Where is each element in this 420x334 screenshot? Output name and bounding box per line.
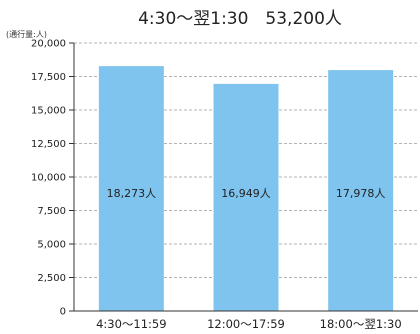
y-tick-label: 2,500 bbox=[37, 273, 66, 284]
chart-title: 4:30〜翌1:30 53,200人 bbox=[138, 9, 342, 29]
x-category-label: 4:30〜11:59 bbox=[96, 317, 166, 331]
y-tick-label: 17,500 bbox=[31, 72, 66, 83]
y-tick-label: 15,000 bbox=[31, 106, 66, 117]
y-tick-label: 7,500 bbox=[37, 206, 66, 217]
bar-data-label: 16,949人 bbox=[221, 187, 271, 200]
bar bbox=[328, 70, 394, 311]
y-tick-labels: 0 2,500 5,000 7,500 10,000 12,500 15,000 17,500… bbox=[31, 39, 66, 318]
axes bbox=[69, 42, 418, 312]
y-tick-label: 5,000 bbox=[37, 240, 66, 251]
x-category-labels: 4:30〜11:59 12:00〜17:59 18:00〜翌1:30 bbox=[96, 317, 402, 331]
bars bbox=[98, 66, 394, 312]
x-category-label: 12:00〜17:59 bbox=[207, 317, 285, 331]
x-category-label: 18:00〜翌1:30 bbox=[320, 317, 402, 331]
data-labels: 18,273人 16,949人 17,978人 bbox=[107, 187, 386, 200]
y-tick-label: 12,500 bbox=[31, 139, 66, 150]
y-axis-unit-label: (通行量:人) bbox=[6, 29, 47, 39]
bar-data-label: 18,273人 bbox=[107, 187, 157, 200]
y-tick-label: 10,000 bbox=[31, 173, 66, 184]
y-tick-label: 0 bbox=[60, 307, 66, 318]
bar-data-label: 17,978人 bbox=[336, 187, 386, 200]
y-tick-label: 20,000 bbox=[31, 39, 66, 50]
bar bbox=[98, 66, 164, 311]
bar bbox=[213, 83, 279, 312]
